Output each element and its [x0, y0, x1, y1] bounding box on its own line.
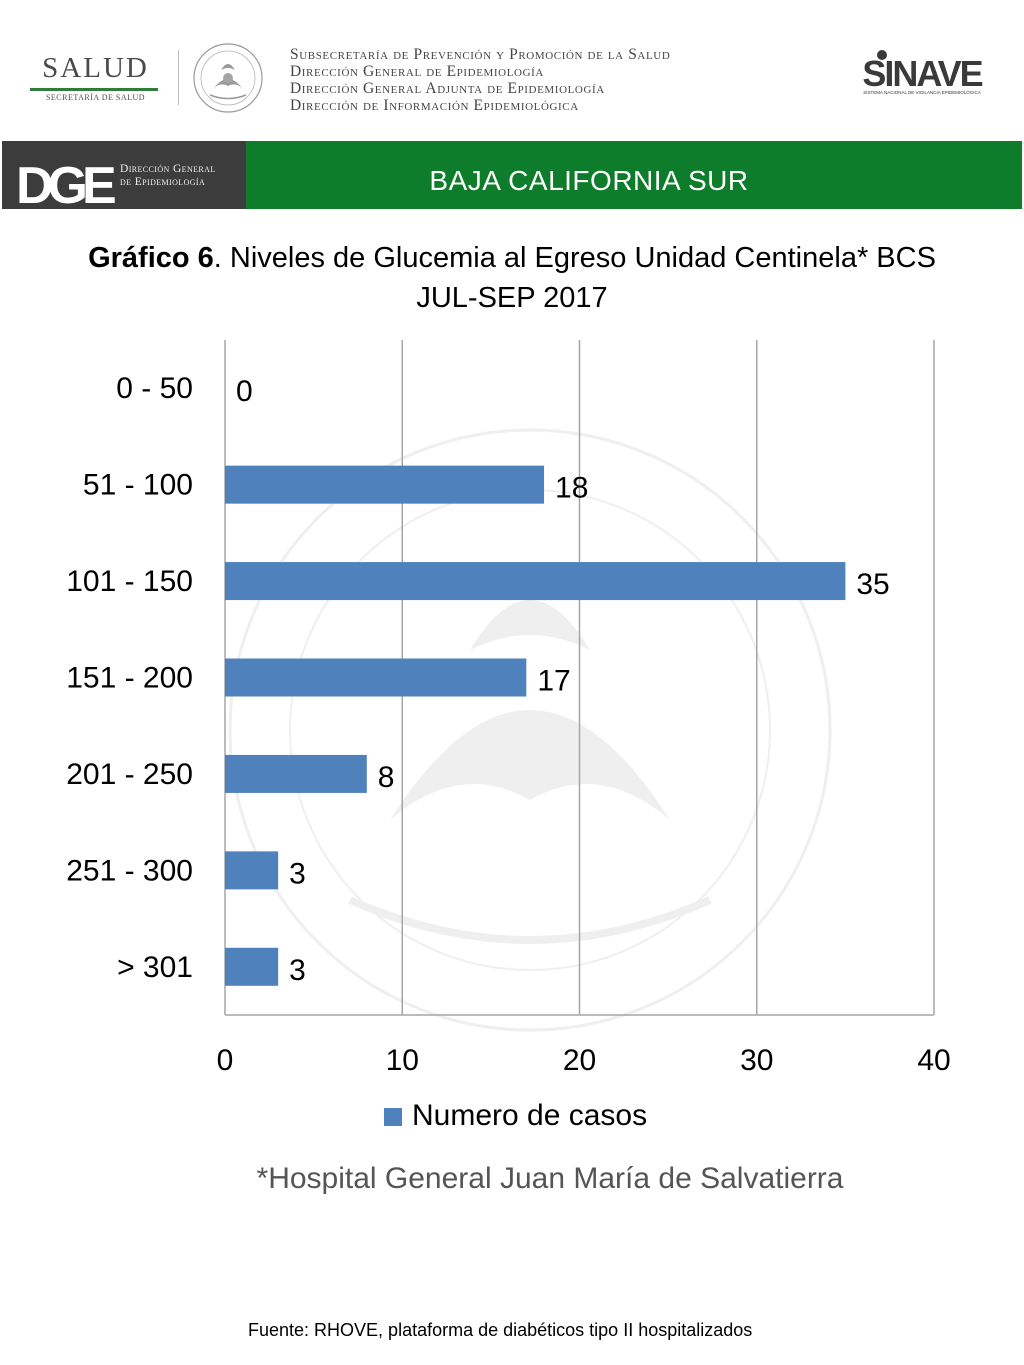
legend-swatch — [384, 1108, 402, 1126]
y-category-label: > 301 — [117, 951, 193, 984]
x-tick-label: 10 — [386, 1044, 419, 1077]
state-name: BAJA CALIFORNIA SUR — [429, 165, 749, 196]
y-category-label: 251 - 300 — [66, 854, 193, 887]
chart-bars — [225, 465, 846, 986]
data-label: 8 — [378, 761, 395, 794]
institution-line: Dirección General de Epidemiología — [290, 63, 544, 80]
dge-logo-line: de Epidemiología — [120, 176, 206, 188]
chart-title-bold: Gráfico 6 — [88, 242, 214, 274]
salud-logo: SALUD SECRETARÍA DE SALUD — [28, 52, 163, 112]
bar — [225, 754, 367, 793]
y-category-label: 201 - 250 — [66, 758, 193, 791]
data-label: 18 — [555, 472, 588, 505]
institution-line: Subsecretaría de Prevención y Promoción … — [290, 46, 671, 63]
data-label: 0 — [236, 375, 253, 408]
banner-green-panel — [246, 141, 1022, 209]
page-header: SALUD SECRETARÍA DE SALUD Subsecretaría … — [0, 0, 1024, 140]
footnote: *Hospital General Juan María de Salvatie… — [256, 1162, 844, 1195]
chart-title-rest: . Niveles de Glucemia al Egreso Unidad C… — [213, 242, 936, 274]
state-banner: DGE Dirección General de Epidemiología B… — [2, 141, 1022, 209]
bar — [225, 947, 279, 986]
sinave-logo-subtitle: SISTEMA NACIONAL DE VIGILANCIA EPIDEMIOL… — [863, 90, 981, 95]
bar — [225, 562, 846, 601]
bar-chart: 0 10 20 30 40 0 - 50 0 51 - 100 18 101 - 150 35 151… — [66, 340, 951, 1077]
y-category-label: 151 - 200 — [66, 662, 193, 695]
y-category-label: 0 - 50 — [116, 372, 193, 405]
dge-logo-letters: DGE — [16, 157, 115, 205]
data-label: 17 — [537, 665, 570, 698]
source-note: Fuente: RHOVE, plataforma de diabéticos … — [248, 1320, 753, 1340]
x-tick-label: 0 — [217, 1044, 234, 1077]
bar — [225, 851, 279, 890]
dge-logo-line: Dirección General — [120, 163, 216, 175]
national-seal-icon — [193, 43, 263, 113]
salud-logo-subtitle: SECRETARÍA DE SALUD — [45, 93, 146, 102]
sinave-logo: SINAVE — [862, 50, 985, 94]
chart-title-line2: JUL-SEP 2017 — [416, 282, 608, 314]
x-tick-label: 20 — [563, 1044, 596, 1077]
data-label: 3 — [289, 857, 306, 890]
legend-label: Numero de casos — [412, 1099, 648, 1132]
dge-logo-text: Dirección General de Epidemiología — [120, 163, 216, 189]
x-tick-label: 40 — [917, 1044, 950, 1077]
bar — [225, 658, 527, 697]
institution-lines: Subsecretaría de Prevención y Promoción … — [290, 46, 670, 114]
chart-title-line1: Gráfico 6. Niveles de Glucemia al Egreso… — [40, 238, 984, 278]
y-category-label: 51 - 100 — [83, 469, 193, 502]
salud-logo-underline — [30, 88, 158, 91]
data-label: 35 — [856, 568, 889, 601]
chart-labels: 0 10 20 30 40 0 - 50 0 51 - 100 18 101 - 150 35 151… — [66, 372, 950, 1077]
chart-title: Gráfico 6. Niveles de Glucemia al Egreso… — [40, 238, 984, 318]
header-divider — [178, 50, 179, 105]
banner-gray-panel: DGE Dirección General de Epidemiología — [2, 141, 246, 209]
x-tick-label: 30 — [740, 1044, 773, 1077]
institution-line: Dirección General Adjunta de Epidemiolog… — [290, 80, 605, 97]
dge-logo: DGE — [16, 157, 116, 205]
institution-line: Dirección de Información Epidemiológica — [290, 97, 579, 114]
bar — [225, 465, 545, 504]
data-label: 3 — [289, 954, 306, 987]
salud-logo-word: SALUD — [42, 52, 149, 84]
y-category-label: 101 - 150 — [66, 565, 193, 598]
